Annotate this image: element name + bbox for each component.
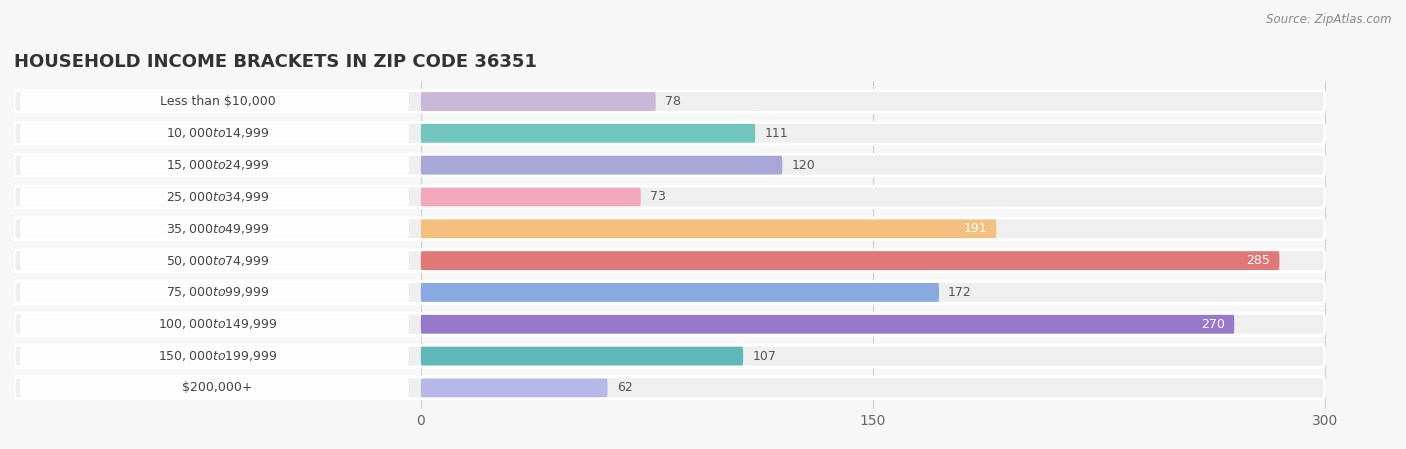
Text: 107: 107 [752,350,776,363]
Text: 73: 73 [650,190,665,203]
Text: 285: 285 [1247,254,1271,267]
FancyBboxPatch shape [14,186,1324,208]
FancyBboxPatch shape [420,313,1234,335]
FancyBboxPatch shape [14,345,1324,367]
Text: 111: 111 [765,127,787,140]
Text: $35,000 to $49,999: $35,000 to $49,999 [166,222,269,236]
FancyBboxPatch shape [20,347,409,365]
FancyBboxPatch shape [20,156,409,175]
Text: $10,000 to $14,999: $10,000 to $14,999 [166,126,269,141]
FancyBboxPatch shape [14,154,1324,176]
FancyBboxPatch shape [14,91,1324,112]
FancyBboxPatch shape [20,379,409,397]
FancyBboxPatch shape [14,282,1324,303]
Text: 78: 78 [665,95,681,108]
FancyBboxPatch shape [20,124,409,143]
Text: $15,000 to $24,999: $15,000 to $24,999 [166,158,269,172]
Text: 62: 62 [617,381,633,394]
FancyBboxPatch shape [420,186,641,208]
Text: $25,000 to $34,999: $25,000 to $34,999 [166,190,269,204]
Text: Less than $10,000: Less than $10,000 [159,95,276,108]
FancyBboxPatch shape [20,219,409,238]
Text: Source: ZipAtlas.com: Source: ZipAtlas.com [1267,13,1392,26]
FancyBboxPatch shape [420,250,1279,272]
FancyBboxPatch shape [20,315,409,334]
FancyBboxPatch shape [420,123,755,144]
Text: $50,000 to $74,999: $50,000 to $74,999 [166,254,269,268]
FancyBboxPatch shape [20,251,409,270]
FancyBboxPatch shape [14,218,1324,240]
FancyBboxPatch shape [14,123,1324,144]
FancyBboxPatch shape [420,345,744,367]
FancyBboxPatch shape [14,377,1324,399]
Text: 191: 191 [963,222,987,235]
FancyBboxPatch shape [14,250,1324,272]
Text: 120: 120 [792,158,815,172]
FancyBboxPatch shape [20,92,409,111]
Text: $75,000 to $99,999: $75,000 to $99,999 [166,286,269,299]
FancyBboxPatch shape [14,313,1324,335]
Text: $100,000 to $149,999: $100,000 to $149,999 [157,317,277,331]
FancyBboxPatch shape [420,218,997,240]
Text: HOUSEHOLD INCOME BRACKETS IN ZIP CODE 36351: HOUSEHOLD INCOME BRACKETS IN ZIP CODE 36… [14,53,537,71]
Text: 172: 172 [948,286,972,299]
Text: $150,000 to $199,999: $150,000 to $199,999 [157,349,277,363]
Text: 270: 270 [1201,318,1225,331]
FancyBboxPatch shape [20,187,409,207]
FancyBboxPatch shape [420,377,607,399]
FancyBboxPatch shape [420,154,782,176]
FancyBboxPatch shape [20,283,409,302]
FancyBboxPatch shape [420,282,939,303]
Text: $200,000+: $200,000+ [183,381,253,394]
FancyBboxPatch shape [420,91,655,112]
